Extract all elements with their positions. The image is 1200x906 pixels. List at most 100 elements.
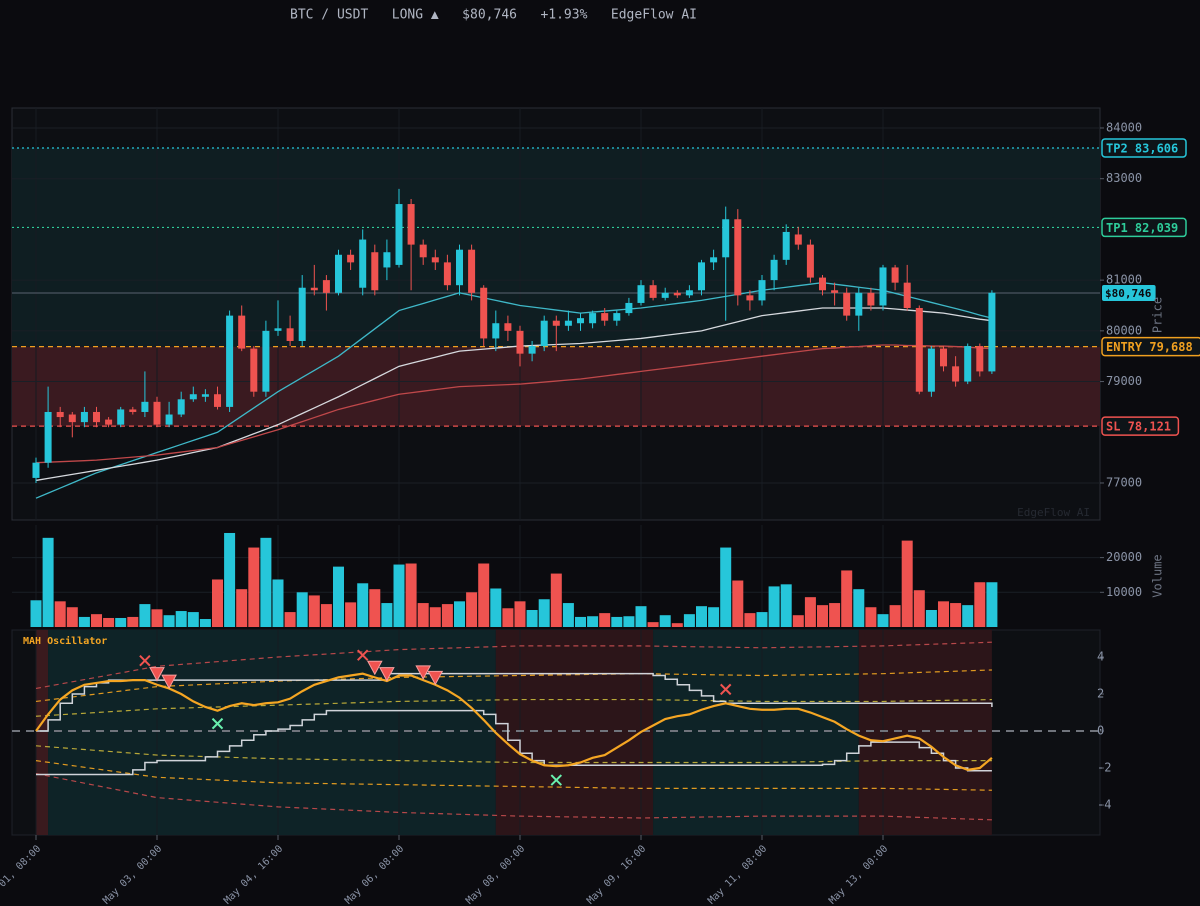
y-tick-label: 0 xyxy=(1097,724,1104,738)
volume-bar xyxy=(502,608,514,627)
volume-bar xyxy=(986,582,998,627)
y-tick-label: 81000 xyxy=(1106,273,1142,287)
level-box xyxy=(1101,336,1200,357)
candle-body xyxy=(806,244,814,278)
x-tick-label: May 13, 00:00 xyxy=(827,843,890,906)
candle-body xyxy=(879,267,887,306)
signal-triangle xyxy=(427,670,444,686)
band-line xyxy=(35,641,992,690)
volume-bar xyxy=(78,616,90,627)
volume-bar xyxy=(163,615,175,627)
candle-body xyxy=(976,346,984,372)
candle-body xyxy=(117,409,125,425)
volume-bar xyxy=(575,616,586,627)
level-box xyxy=(1101,416,1180,436)
candle-body xyxy=(637,285,645,303)
candle-body xyxy=(226,315,234,407)
header: BTC / USDT LONG ▲ $80,746 +1.93% EdgeFlo… xyxy=(290,8,697,23)
y-tick-label: 80000 xyxy=(1106,323,1142,337)
candle-body xyxy=(964,346,972,382)
current-price-box xyxy=(1102,285,1156,302)
x-tick-label: May 09, 16:00 xyxy=(585,843,648,906)
candle-body xyxy=(685,290,693,296)
candle-body xyxy=(673,292,681,296)
volume-bar xyxy=(913,590,925,627)
candle-body xyxy=(601,313,609,321)
regime-zone xyxy=(48,630,496,835)
x-tick-label: May 08, 00:00 xyxy=(464,843,527,906)
candle-body xyxy=(80,411,88,423)
volume-bar xyxy=(91,614,102,627)
candle-body xyxy=(105,419,113,425)
volume-bar xyxy=(817,605,828,627)
signal-x xyxy=(356,649,369,661)
volume-bar xyxy=(925,610,937,627)
level-label: ENTRY 79,688 xyxy=(1106,340,1193,354)
moving-average xyxy=(35,344,992,464)
volume-bar xyxy=(212,579,223,627)
signal-triangle xyxy=(149,667,165,682)
candle-body xyxy=(915,308,923,392)
volume-bar xyxy=(320,604,332,627)
candle-body xyxy=(613,313,621,321)
candle-body xyxy=(335,254,342,293)
candle-body xyxy=(831,290,839,293)
volume-bar xyxy=(974,582,986,627)
volume-bar xyxy=(696,606,707,627)
candle-body xyxy=(359,239,367,288)
volume-bar xyxy=(127,616,139,627)
candle-body xyxy=(819,277,826,291)
candle-body xyxy=(32,462,40,478)
volume-bar xyxy=(54,601,66,627)
candle-body xyxy=(770,259,778,281)
signal-triangle xyxy=(415,665,432,680)
candle-body xyxy=(383,252,391,268)
level-label: TP2 83,606 xyxy=(1106,141,1178,155)
candle-body xyxy=(214,394,221,407)
volume-bar xyxy=(296,592,308,627)
volume-bar xyxy=(357,583,369,627)
volume-bar xyxy=(732,580,744,627)
volume-bar xyxy=(103,617,115,627)
volume-bar xyxy=(611,616,623,627)
candle-body xyxy=(407,204,415,245)
signal-triangle xyxy=(161,674,177,690)
y-tick-label: 77000 xyxy=(1106,475,1142,489)
volume-bar xyxy=(115,617,127,627)
volume-bar xyxy=(853,589,865,627)
volume-bar xyxy=(478,563,490,627)
volume-bar xyxy=(538,599,550,627)
band-line xyxy=(35,669,992,703)
volume-bar xyxy=(804,597,816,627)
candle-body xyxy=(492,323,500,339)
volume-bar xyxy=(284,612,296,627)
volume-bar xyxy=(623,616,635,627)
candle-body xyxy=(68,414,76,423)
volume-bar xyxy=(877,614,889,627)
candle-body xyxy=(347,254,355,263)
candle-body xyxy=(238,315,246,349)
candle-body xyxy=(516,330,524,354)
candle-body xyxy=(710,257,718,263)
volume-bar xyxy=(175,611,187,627)
candle-body xyxy=(625,302,633,314)
volume-bar xyxy=(514,601,526,627)
volume-bar xyxy=(308,595,320,627)
volume-bar xyxy=(659,615,671,627)
y-tick-label: 10000 xyxy=(1106,585,1142,599)
candle-body xyxy=(419,244,427,258)
regime-zone xyxy=(653,630,859,835)
candle-body xyxy=(782,231,790,260)
volume-bar xyxy=(405,563,417,627)
volume-bar xyxy=(393,564,405,627)
candle-body xyxy=(456,249,463,286)
volume-bar xyxy=(768,586,780,627)
candle-body xyxy=(480,287,488,339)
moving-average xyxy=(35,282,993,499)
volume-bar xyxy=(683,614,695,627)
step-line xyxy=(36,672,993,732)
level-box xyxy=(1101,217,1187,238)
volume-bar xyxy=(889,605,901,627)
y-tick-label: 84000 xyxy=(1106,120,1142,134)
x-tick-label: May 03, 00:00 xyxy=(101,843,164,906)
